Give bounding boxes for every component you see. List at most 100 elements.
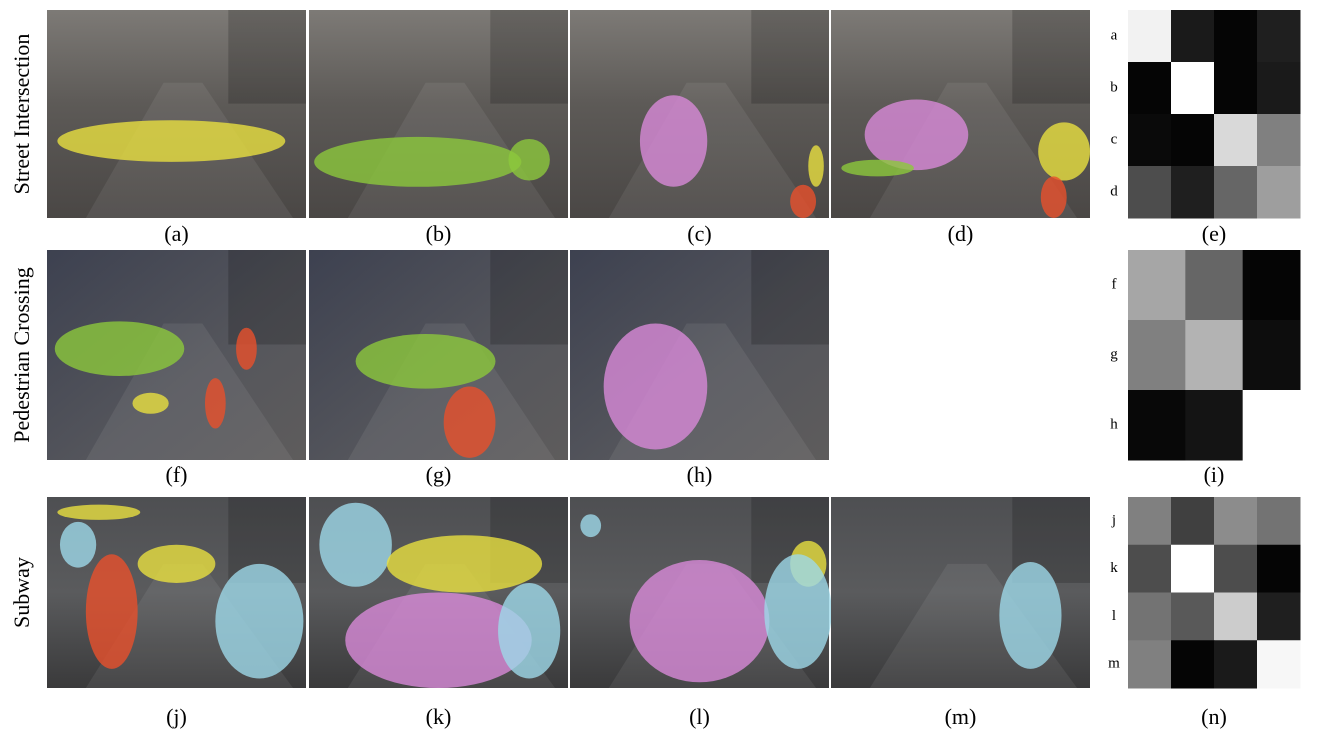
similarity-cell <box>1214 640 1258 688</box>
matrix-caption: (e) <box>1202 221 1226 246</box>
similarity-cell <box>1128 390 1186 461</box>
similarity-cell <box>1214 497 1258 545</box>
matrix-caption: (n) <box>1201 704 1227 729</box>
similarity-cell <box>1171 10 1215 63</box>
similarity-cell <box>1257 62 1301 115</box>
matrix-row-label: m <box>1108 656 1120 672</box>
similarity-cell <box>1128 62 1172 115</box>
motion-pattern <box>640 95 707 187</box>
similarity-cell <box>1257 545 1301 593</box>
motion-pattern <box>57 505 140 520</box>
motion-pattern <box>356 334 496 389</box>
motion-pattern <box>215 564 303 679</box>
panel-caption: (h) <box>687 462 713 487</box>
similarity-cell <box>1257 593 1301 641</box>
motion-pattern <box>865 99 969 170</box>
similarity-cell <box>1128 114 1172 167</box>
motion-pattern <box>1041 176 1067 218</box>
matrix-row-label: h <box>1110 416 1118 432</box>
similarity-cell <box>1171 62 1215 115</box>
similarity-cell <box>1128 640 1172 688</box>
similarity-cell <box>1171 640 1215 688</box>
matrix-row-label: g <box>1110 346 1118 362</box>
motion-pattern <box>205 378 226 428</box>
motion-pattern <box>764 554 831 669</box>
similarity-cell <box>1214 545 1258 593</box>
panel-caption: (m) <box>945 704 977 729</box>
panel-caption: (g) <box>426 462 452 487</box>
motion-pattern <box>604 324 708 450</box>
matrix-row-label: f <box>1112 276 1117 292</box>
similarity-cell <box>1128 10 1172 63</box>
row-label: Pedestrian Crossing <box>9 267 34 442</box>
similarity-cell <box>1257 10 1301 63</box>
row-label: Subway <box>9 557 34 628</box>
similarity-cell <box>1171 166 1215 219</box>
similarity-cell <box>1185 320 1243 391</box>
motion-pattern <box>508 139 549 181</box>
similarity-cell <box>1257 640 1301 688</box>
similarity-cell <box>1128 250 1186 321</box>
matrix-row-label: b <box>1110 79 1118 95</box>
panel-caption: (l) <box>689 704 710 729</box>
similarity-cell <box>1185 250 1243 321</box>
similarity-cell <box>1214 114 1258 167</box>
similarity-cell <box>1128 320 1186 391</box>
similarity-cell <box>1171 593 1215 641</box>
similarity-cell <box>1128 166 1172 219</box>
motion-pattern <box>580 514 601 537</box>
motion-pattern <box>60 522 96 568</box>
matrix-row-label: a <box>1111 27 1118 43</box>
similarity-cell <box>1185 390 1243 461</box>
panel-caption: (c) <box>687 221 711 246</box>
building <box>490 250 568 345</box>
similarity-cell <box>1171 497 1215 545</box>
similarity-cell <box>1243 320 1301 391</box>
motion-pattern <box>57 120 285 162</box>
motion-pattern <box>1038 122 1090 180</box>
motion-pattern <box>138 545 216 583</box>
panel-caption: (j) <box>166 704 187 729</box>
panel-caption: (f) <box>166 462 188 487</box>
motion-pattern <box>808 145 824 187</box>
motion-pattern <box>86 554 138 669</box>
similarity-cell <box>1214 10 1258 63</box>
building <box>751 250 829 345</box>
motion-pattern <box>790 185 816 218</box>
matrix-row-label: d <box>1110 183 1118 199</box>
similarity-cell <box>1257 166 1301 219</box>
panel-caption: (k) <box>426 704 452 729</box>
motion-pattern <box>630 560 770 682</box>
figure: Street Intersection (a) (b) (c) (d) a b c d (e) Pe… <box>0 0 1325 737</box>
motion-pattern <box>841 160 914 177</box>
motion-pattern <box>236 328 257 370</box>
similarity-cell <box>1214 62 1258 115</box>
similarity-cell <box>1214 166 1258 219</box>
matrix-row-label: l <box>1112 608 1116 624</box>
matrix-row-label: c <box>1111 131 1118 147</box>
similarity-cell <box>1243 250 1301 321</box>
row-label: Street Intersection <box>9 34 34 195</box>
building <box>490 10 568 104</box>
motion-pattern <box>319 503 392 587</box>
motion-pattern <box>999 562 1061 669</box>
similarity-cell <box>1171 545 1215 593</box>
panel-caption: (d) <box>948 221 974 246</box>
similarity-cell <box>1128 545 1172 593</box>
matrix-caption: (i) <box>1204 462 1225 487</box>
similarity-cell <box>1128 593 1172 641</box>
building <box>1012 10 1090 104</box>
building <box>228 250 306 345</box>
motion-pattern <box>55 321 185 376</box>
building <box>228 10 306 104</box>
matrix-row-label: j <box>1111 512 1116 528</box>
similarity-cell <box>1214 593 1258 641</box>
motion-pattern <box>498 583 560 679</box>
panel-caption: (b) <box>426 221 452 246</box>
similarity-cell <box>1243 390 1301 461</box>
building <box>751 10 829 104</box>
similarity-cell <box>1257 114 1301 167</box>
panel-caption: (a) <box>164 221 188 246</box>
matrix-row-label: k <box>1110 560 1118 576</box>
similarity-cell <box>1128 497 1172 545</box>
